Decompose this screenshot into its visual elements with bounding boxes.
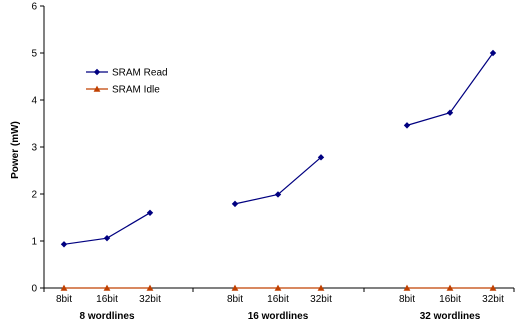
sram-idle-point — [103, 284, 111, 291]
y-tick-label: 0 — [31, 284, 37, 295]
y-ticks: 0 1 2 3 4 5 6 — [31, 2, 44, 295]
sram-idle-point — [317, 284, 325, 291]
x-tick-label: 8bit — [227, 294, 243, 305]
series-layer — [60, 49, 497, 291]
sram-read-point — [103, 234, 111, 242]
sram-read-point — [489, 49, 497, 57]
legend: SRAM Read SRAM Idle — [86, 68, 168, 96]
x-tick-label: 8bit — [399, 294, 415, 305]
y-tick-label: 6 — [31, 2, 37, 13]
axes — [43, 6, 514, 289]
x-tick-label: 16bit — [96, 294, 118, 305]
sram-read-point — [446, 109, 454, 116]
legend-label-sram-idle: SRAM Idle — [112, 85, 160, 96]
sram-idle-point — [146, 284, 154, 291]
group-label: 16 wordlines — [248, 311, 309, 322]
group-labels: 8 wordlines 16 wordlines 32 wordlines — [79, 311, 480, 322]
sram-idle-point — [446, 284, 454, 291]
x-ticks: 8bit 16bit 32bit 8bit 16bit 32bit 8bit 16bit 32b… — [43, 288, 515, 305]
sram-read-point — [403, 122, 411, 129]
sram-idle-point — [489, 284, 497, 291]
x-tick-label: 32bit — [310, 294, 332, 305]
y-tick-label: 1 — [31, 237, 37, 248]
group-label: 32 wordlines — [420, 311, 481, 322]
x-tick-label: 32bit — [139, 294, 161, 305]
x-tick-label: 16bit — [439, 294, 461, 305]
y-tick-label: 2 — [31, 190, 37, 201]
sram-idle-point — [60, 284, 68, 291]
sram-read-point — [274, 191, 282, 198]
sram-idle-point — [274, 284, 282, 291]
x-tick-label: 8bit — [56, 294, 72, 305]
y-tick-label: 5 — [31, 49, 37, 60]
x-tick-label: 16bit — [267, 294, 289, 305]
sram-read-point — [60, 241, 68, 248]
sram-read-point — [146, 209, 154, 216]
y-axis-label: Power (mW) — [10, 121, 21, 179]
y-tick-label: 3 — [31, 143, 37, 154]
group-label: 8 wordlines — [79, 311, 134, 322]
legend-marker-sram-read — [93, 68, 101, 76]
legend-label-sram-read: SRAM Read — [112, 68, 168, 79]
legend-marker-sram-idle — [93, 85, 101, 92]
sram-read-point — [317, 154, 325, 161]
y-tick-label: 4 — [31, 96, 37, 107]
sram-read-point — [231, 200, 239, 208]
sram-idle-point — [231, 284, 239, 291]
x-tick-label: 32bit — [482, 294, 504, 305]
sram-idle-point — [403, 284, 411, 291]
